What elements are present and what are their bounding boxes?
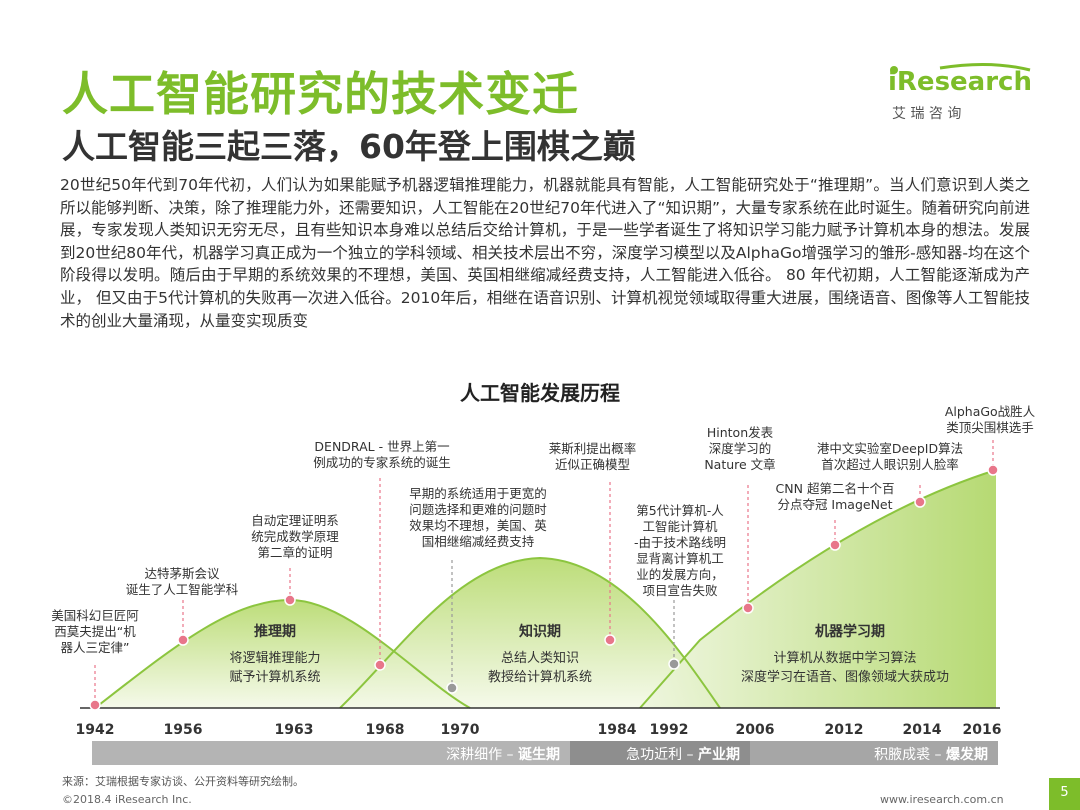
event-marker-2014 (914, 496, 926, 508)
event-marker-1984 (604, 634, 616, 646)
chart-title: 人工智能发展历程 (460, 381, 620, 405)
year-label: 1956 (164, 722, 203, 738)
year-label: 2012 (825, 722, 864, 738)
website-link[interactable]: www.iresearch.com.cn (880, 793, 1004, 806)
era-bar-2 (570, 741, 750, 765)
event-marker-2012 (829, 539, 841, 551)
annotation-1992: 第5代计算机-人 工智能计算机 -由于技术路线明 显背离计算机工 业的发展方向， 项目宣告… (633, 503, 726, 598)
phase-name-reasoning: 推理期 (254, 623, 296, 640)
phase-curve-ml (640, 470, 996, 708)
annotation-2006: Hinton发表 深度学习的 Nature 文章 (704, 425, 776, 472)
era-label-3: 积腋成裘 – 爆发期 (874, 746, 988, 763)
annotation-1942: 美国科幻巨匠阿 西莫夫提出“机 器人三定律” (51, 608, 139, 655)
phase-desc-reasoning-1: 将逻辑推理能力 (229, 651, 320, 666)
event-marker-2016 (987, 464, 999, 476)
phase-curve-knowledge (340, 558, 720, 708)
annotation-1970: 早期的系统适用于更宽的 问题选择和更难的问题时 效果均不理想，美国、英 国相继缩减经费… (409, 486, 547, 549)
year-label: 2014 (903, 722, 942, 738)
event-marker-1963 (284, 594, 296, 606)
page-subtitle: 人工智能三起三落，60年登上围棋之巅 (62, 127, 636, 166)
phase-name-knowledge: 知识期 (519, 623, 561, 640)
logo-brand: iResearch (888, 67, 1032, 97)
event-marker-1942 (89, 699, 101, 711)
page-title: 人工智能研究的技术变迁 (62, 67, 579, 121)
phase-desc-knowledge-2: 教授给计算机系统 (488, 669, 592, 685)
phase-desc-knowledge-1: 总结人类知识 (501, 650, 579, 666)
intro-paragraph: 20世纪50年代到70年代初，人们认为如果能赋予机器逻辑推理能力，机器就能具有智… (60, 176, 1030, 330)
source-note: 来源：艾瑞根据专家访谈、公开资料等研究绘制。 (62, 775, 304, 788)
phase-desc-reasoning-2: 赋予计算机系统 (229, 670, 320, 685)
phase-desc-ml-2: 深度学习在语音、图像领域大获成功 (741, 669, 949, 685)
year-label: 1942 (76, 722, 115, 738)
annotation-2016: AlphaGo战胜人 类顶尖围棋选手 (944, 404, 1036, 435)
event-marker-2006 (742, 602, 754, 614)
year-label: 2016 (963, 722, 1002, 738)
phase-name-ml: 机器学习期 (815, 623, 885, 640)
annotation-2014: 港中文实验室DeepID算法 首次超过人眼识别人脸率 (816, 441, 964, 472)
year-label: 1963 (275, 722, 314, 738)
iresearch-logo: iResearch 艾 瑞 咨 询 (880, 58, 1040, 128)
era-label-2: 急功近利 – 产业期 (626, 746, 740, 763)
annotation-2012: CNN 超第二名十个百 分点夺冠 ImageNet (775, 481, 895, 512)
event-marker-1970 (446, 682, 458, 694)
year-label: 1984 (598, 722, 637, 738)
annotation-1956: 达特茅斯会议 诞生了人工智能学科 (125, 566, 239, 597)
copyright: ©2018.4 iResearch Inc. (62, 793, 192, 806)
era-label-1: 深耕细作 – 诞生期 (446, 746, 560, 763)
era-bar-3 (750, 741, 998, 765)
year-label: 1968 (366, 722, 405, 738)
year-label: 1970 (441, 722, 480, 738)
event-marker-1968 (374, 659, 386, 671)
event-marker-1992 (668, 658, 680, 670)
logo-cn: 艾 瑞 咨 询 (892, 106, 961, 122)
event-marker-1956 (177, 634, 189, 646)
phase-desc-ml-1: 计算机从数据中学习算法 (773, 650, 916, 666)
annotation-1963: 自动定理证明系 统完成数学原理 第二章的证明 (251, 513, 339, 560)
era-bar-1 (92, 741, 570, 765)
page-number: 5 (1049, 778, 1080, 810)
annotation-1984: 莱斯利提出概率 近似正确模型 (548, 441, 637, 472)
ai-history-timeline: 推理期 将逻辑推理能力 赋予计算机系统 知识期 总结人类知识 教授给计算机系统 … (76, 440, 1002, 765)
year-label: 2006 (736, 722, 775, 738)
annotation-1968: DENDRAL - 世界上第一 例成功的专家系统的诞生 (313, 439, 451, 470)
year-label: 1992 (650, 722, 689, 738)
